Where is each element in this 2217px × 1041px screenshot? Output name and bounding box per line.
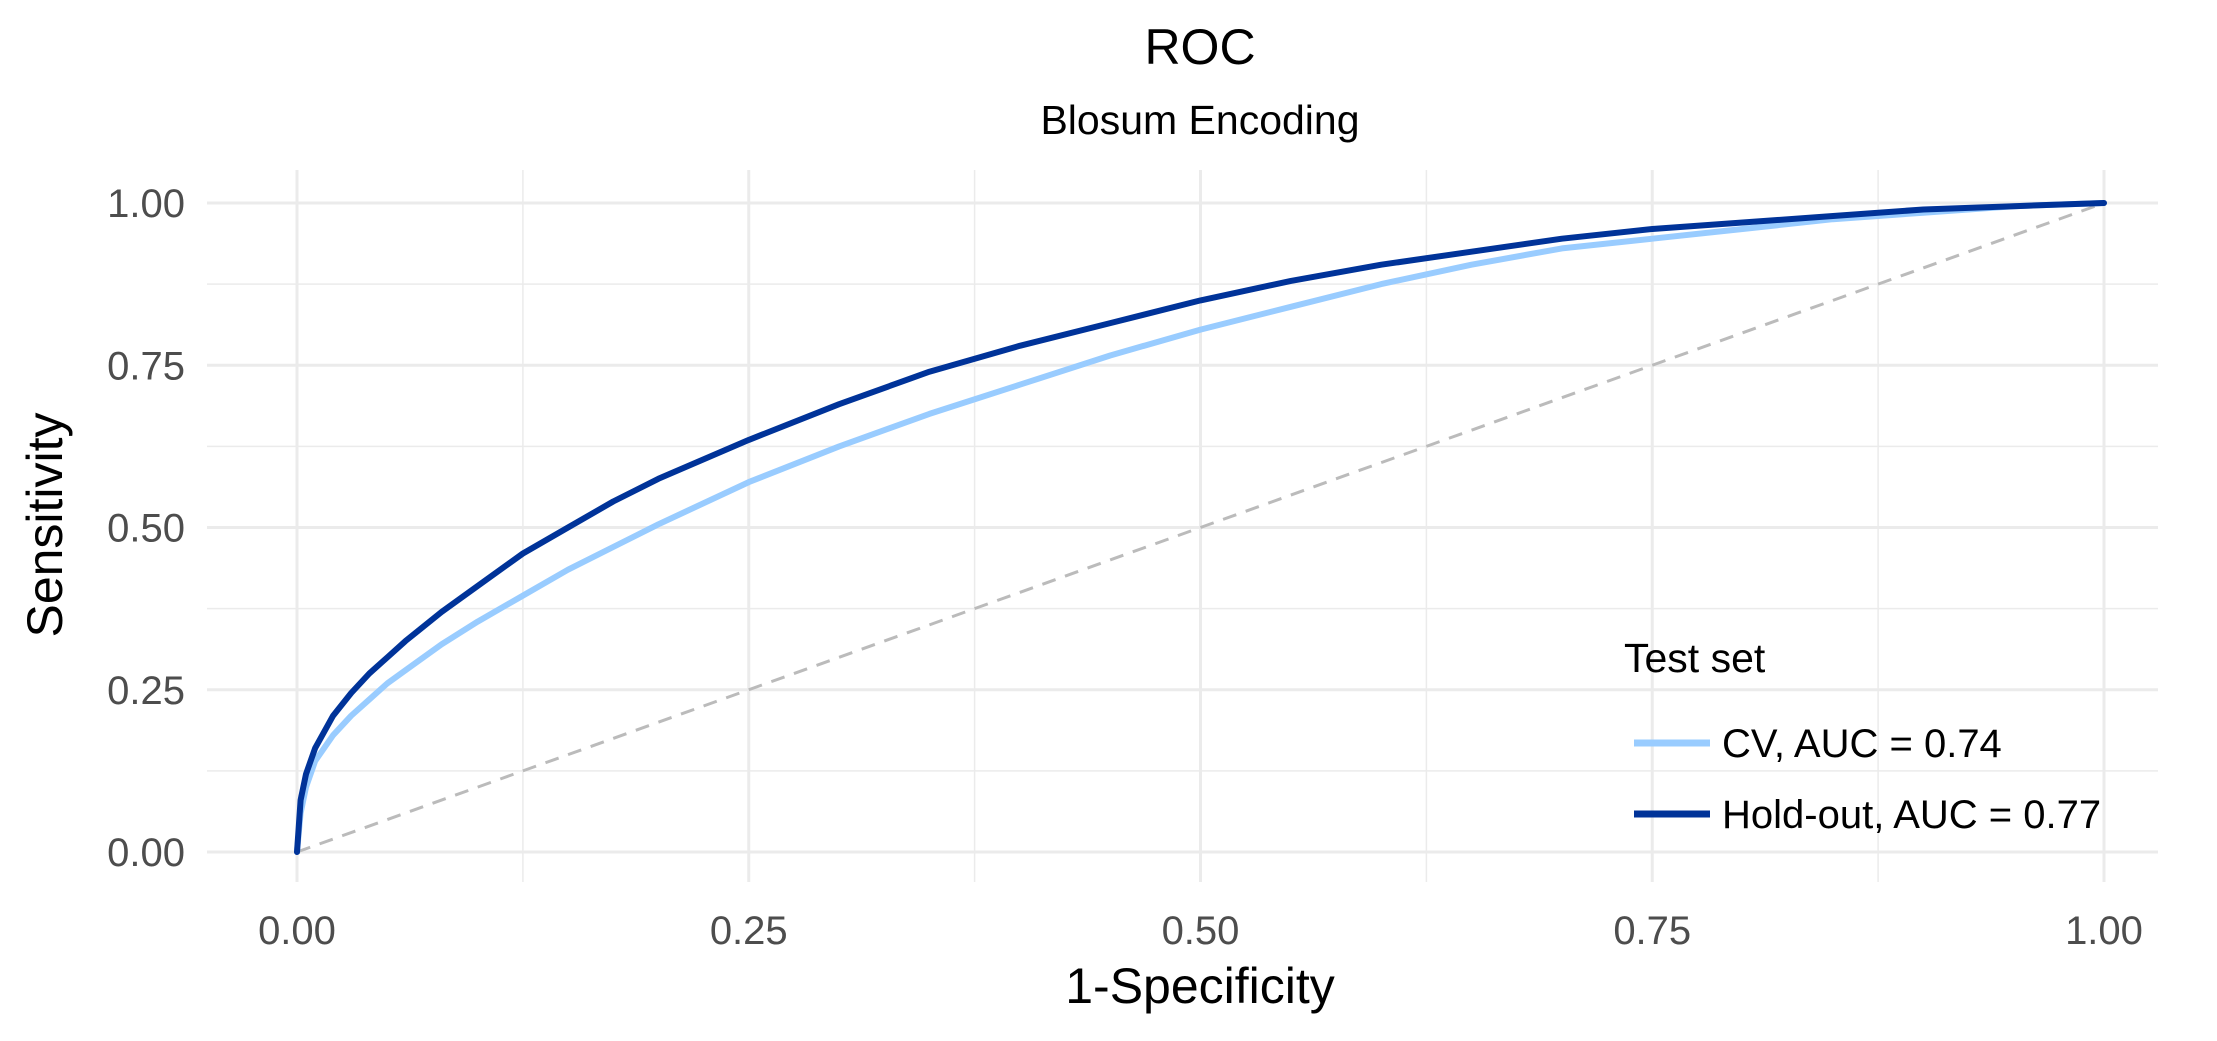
x-tick-label: 1.00 [2065, 909, 2143, 953]
legend-label-cv: CV, AUC = 0.74 [1722, 722, 2002, 766]
legend-label-holdout: Hold-out, AUC = 0.77 [1722, 793, 2101, 837]
legend: Test set CV, AUC = 0.74 Hold-out, AUC = … [1624, 635, 2101, 837]
y-axis-title: Sensitivity [17, 412, 73, 637]
chart-subtitle: Blosum Encoding [1040, 97, 1359, 143]
x-tick-labels: 0.00 0.25 0.50 0.75 1.00 [258, 909, 2143, 953]
reference-diagonal-line [296, 201, 2105, 854]
y-tick-label: 0.00 [107, 831, 185, 875]
y-tick-label: 0.50 [107, 507, 185, 551]
series-lines [294, 200, 2107, 855]
y-tick-label: 0.25 [107, 669, 185, 713]
x-axis-title: 1-Specificity [1065, 958, 1335, 1014]
y-tick-labels: 0.00 0.25 0.50 0.75 1.00 [107, 182, 185, 875]
y-tick-label: 1.00 [107, 182, 185, 226]
x-tick-label: 0.75 [1613, 909, 1691, 953]
x-tick-label: 0.25 [710, 909, 788, 953]
x-tick-label: 0.50 [1162, 909, 1240, 953]
y-tick-label: 0.75 [107, 344, 185, 388]
grid-lines [207, 170, 2158, 882]
chart-title: ROC [1144, 19, 1255, 75]
series-line-holdout [294, 200, 2107, 855]
series-line-cv [294, 200, 2107, 855]
x-tick-label: 0.00 [258, 909, 336, 953]
legend-title: Test set [1624, 635, 1766, 681]
